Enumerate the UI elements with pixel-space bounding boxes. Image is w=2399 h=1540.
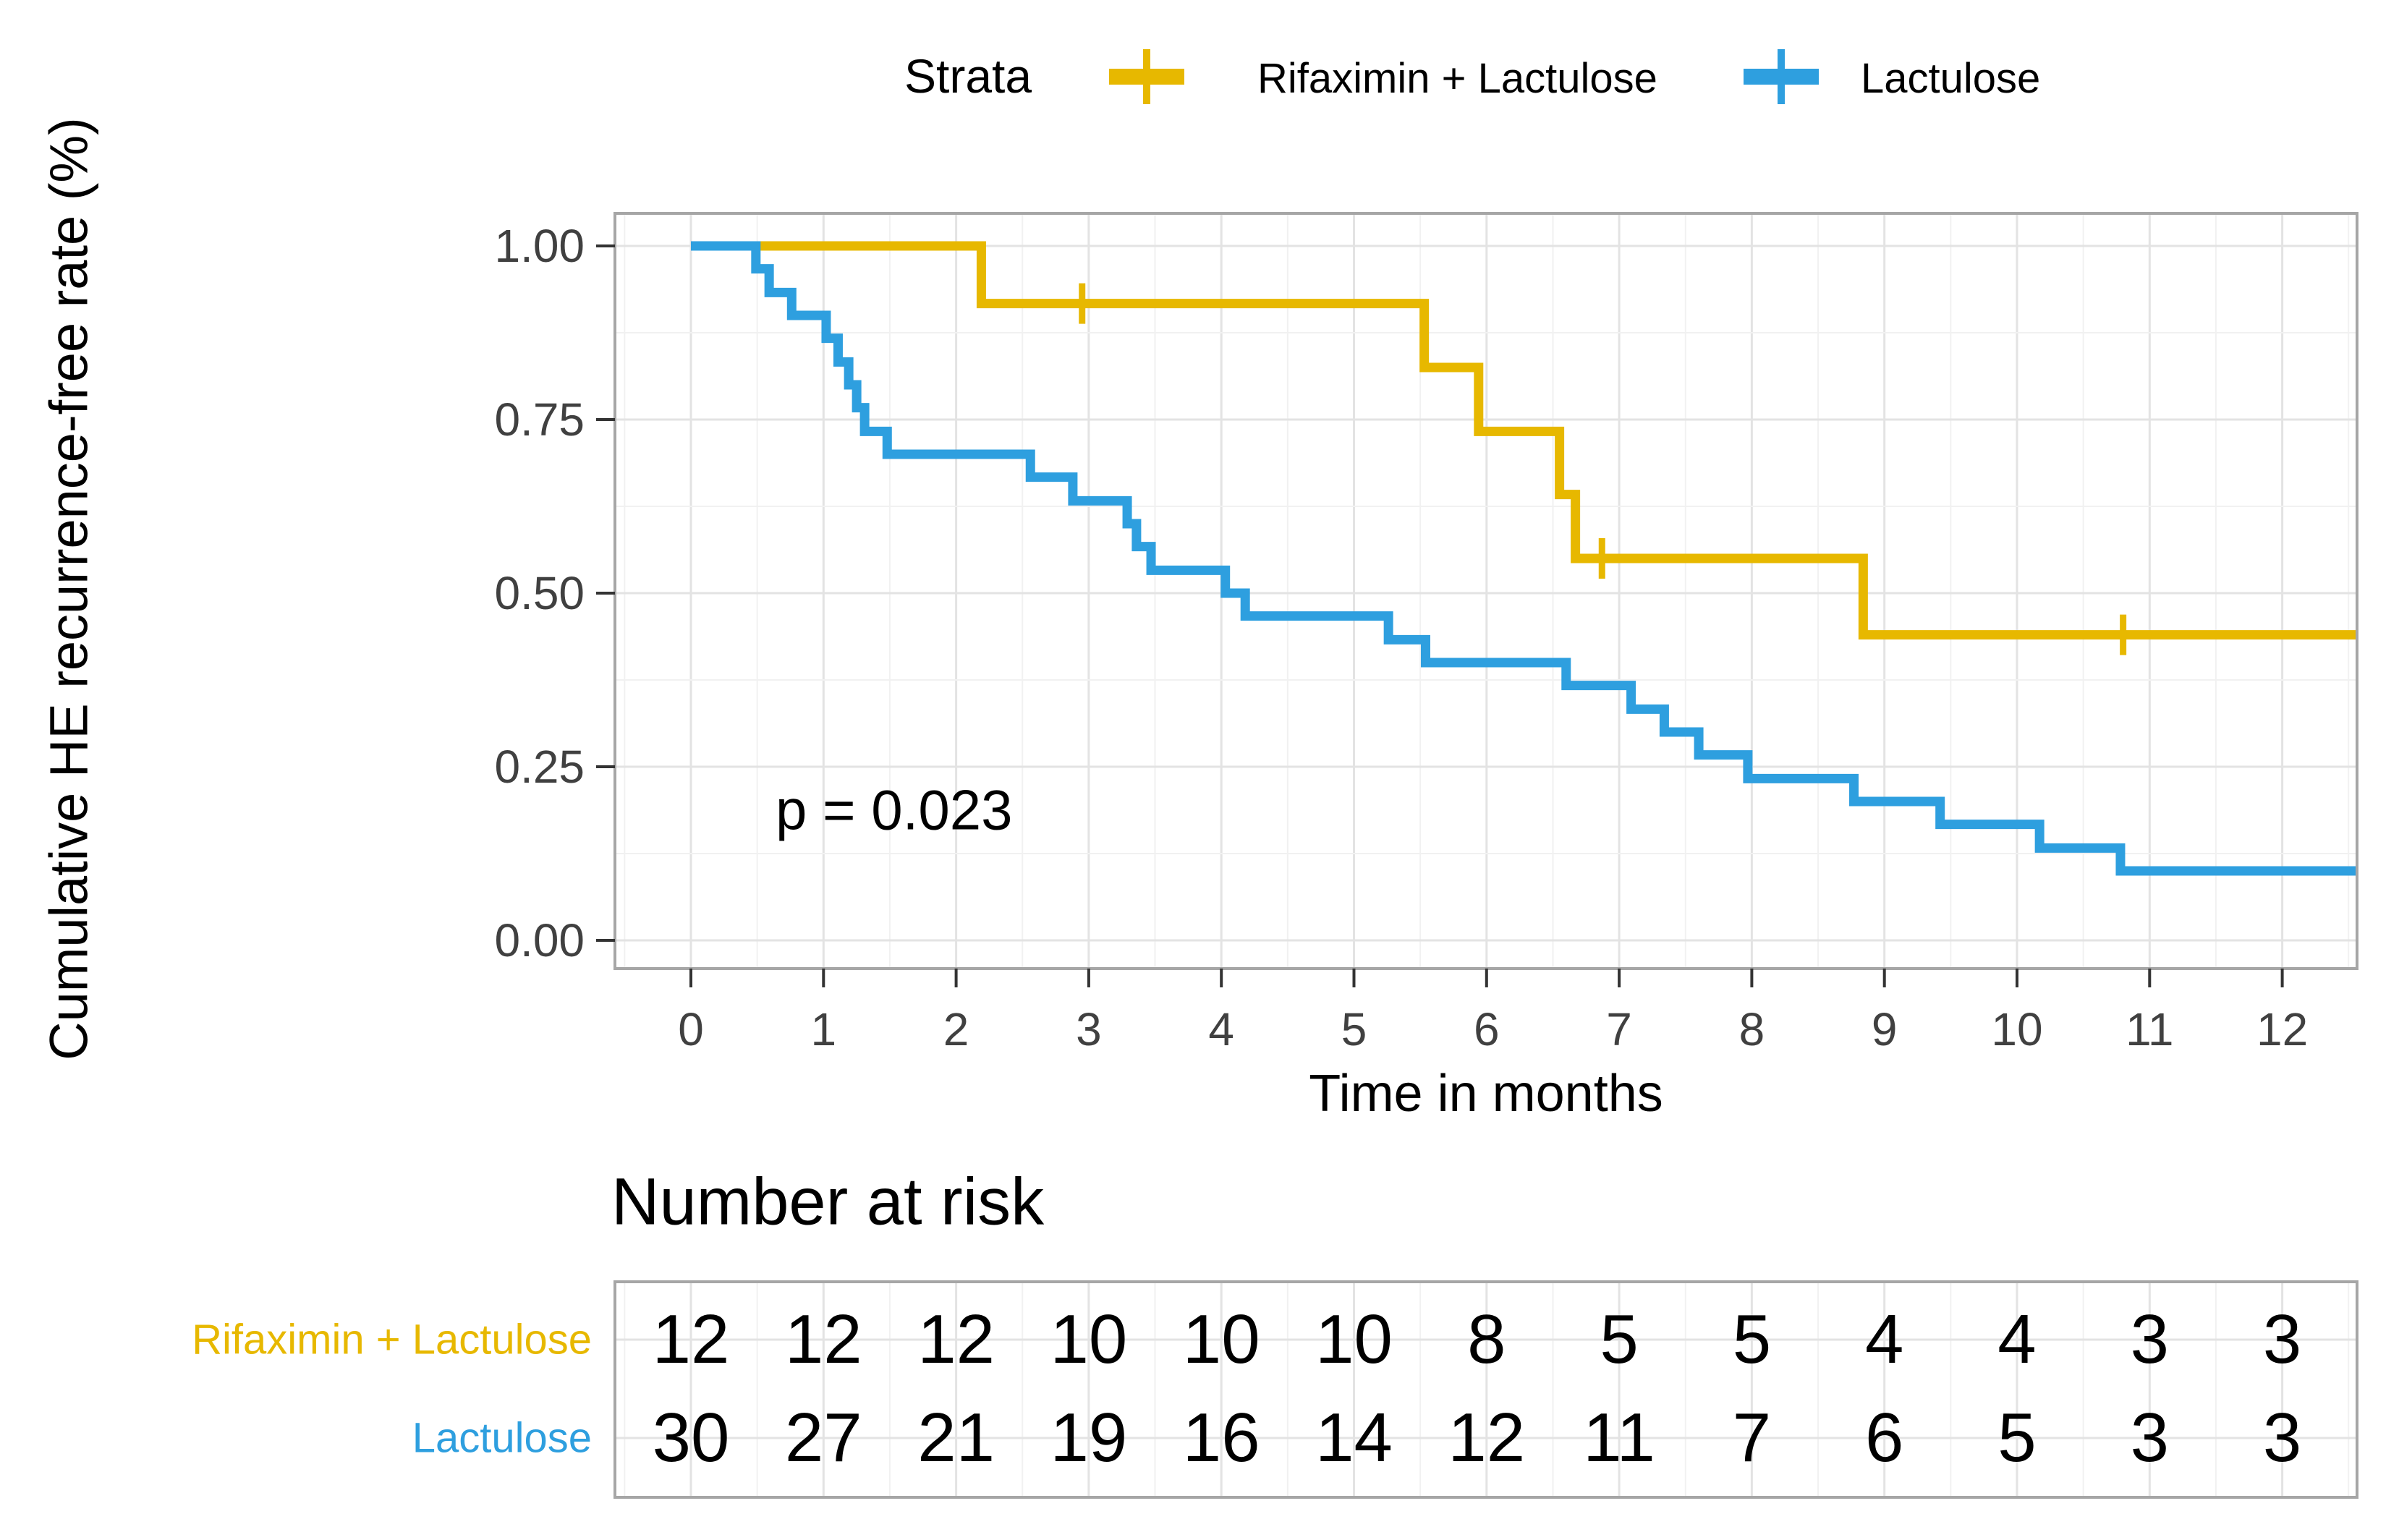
risk-count: 4	[1997, 1301, 2037, 1378]
risk-count: 3	[2130, 1301, 2169, 1378]
x-tick-label: 8	[1738, 1003, 1765, 1055]
km-curve-lactulose	[691, 241, 2358, 876]
legend-title: Strata	[904, 49, 1032, 103]
legend-label-rifaximin-lactulose: Rifaximin + Lactulose	[1257, 55, 1657, 102]
risk-count: 19	[1050, 1399, 1128, 1476]
risk-count: 21	[917, 1399, 995, 1476]
x-axis-title: Time in months	[1309, 1065, 1663, 1123]
legend-label-lactulose: Lactulose	[1861, 55, 2041, 102]
risk-count: 5	[1600, 1301, 1639, 1378]
risk-row-label-rifaximin-lactulose: Rifaximin + Lactulose	[192, 1316, 592, 1364]
x-tick-label: 3	[1076, 1003, 1102, 1055]
legend-key-plus-icon	[1109, 69, 1184, 85]
risk-count: 11	[1583, 1399, 1655, 1476]
x-tick-label: 9	[1871, 1003, 1898, 1055]
risk-row-label-lactulose: Lactulose	[412, 1414, 592, 1462]
x-tick-label: 4	[1208, 1003, 1234, 1055]
x-tick-label: 1	[810, 1003, 837, 1055]
risk-count: 8	[1467, 1301, 1506, 1378]
risk-count: 7	[1732, 1399, 1772, 1476]
risk-count: 6	[1864, 1399, 1904, 1476]
risk-count: 3	[2130, 1399, 2169, 1476]
km-curve-rifaximin-lactulose	[691, 241, 2358, 640]
risk-count: 10	[1182, 1301, 1260, 1378]
risk-count: 14	[1315, 1399, 1393, 1476]
legend-key-plus-icon	[1744, 69, 1819, 85]
x-tick-label: 11	[2126, 1003, 2174, 1055]
risk-count: 27	[784, 1399, 862, 1476]
risk-count: 4	[1864, 1301, 1904, 1378]
x-tick-label: 0	[678, 1003, 704, 1055]
risk-count: 3	[2262, 1399, 2302, 1476]
risk-count: 12	[917, 1301, 995, 1378]
x-tick-label: 6	[1474, 1003, 1500, 1055]
risk-count: 10	[1050, 1301, 1128, 1378]
y-tick-label: 0.50	[494, 567, 585, 619]
y-axis-title: Cumulative HE recurrence-free rate (%)	[38, 117, 99, 1060]
y-tick-label: 1.00	[494, 220, 585, 272]
risk-panel-border	[613, 1280, 2358, 1499]
risk-table-title: Number at risk	[611, 1165, 1045, 1239]
p-value-annotation: p = 0.023	[776, 778, 1013, 842]
y-tick-label: 0.00	[494, 914, 585, 966]
risk-count: 16	[1182, 1399, 1260, 1476]
x-tick-label: 5	[1341, 1003, 1367, 1055]
risk-count: 12	[652, 1301, 730, 1378]
x-tick-label: 12	[2256, 1003, 2309, 1055]
risk-count: 10	[1315, 1301, 1393, 1378]
risk-count: 30	[652, 1399, 730, 1476]
y-tick-label: 0.75	[494, 393, 585, 446]
risk-count: 3	[2262, 1301, 2302, 1378]
y-tick-label: 0.25	[494, 741, 585, 793]
x-tick-label: 2	[943, 1003, 969, 1055]
risk-count: 12	[1448, 1399, 1526, 1476]
risk-count: 5	[1997, 1399, 2037, 1476]
x-tick-label: 10	[1991, 1003, 2043, 1055]
x-tick-label: 7	[1606, 1003, 1632, 1055]
risk-count: 12	[784, 1301, 862, 1378]
risk-count: 5	[1732, 1301, 1772, 1378]
